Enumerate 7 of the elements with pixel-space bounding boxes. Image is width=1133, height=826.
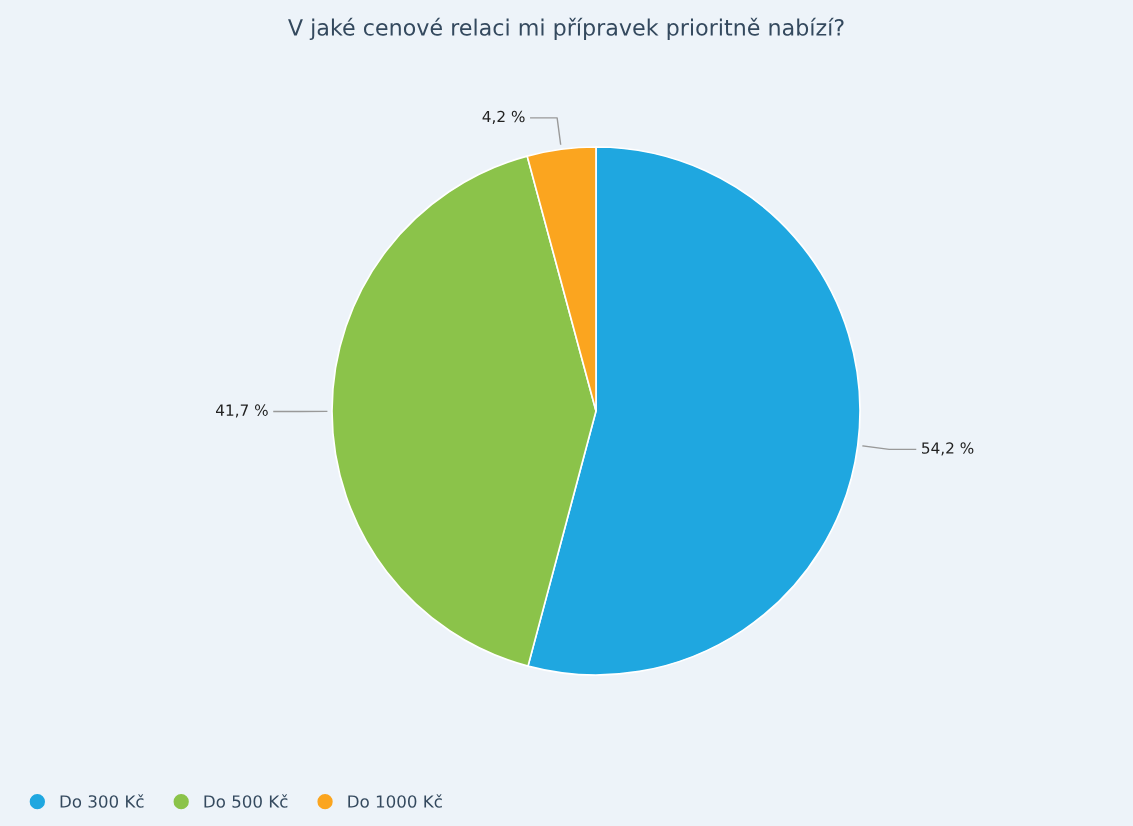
chart-title: V jaké cenové relaci mi přípravek prioritně nabízí? (288, 17, 844, 41)
data-label: 4,2 % (482, 110, 525, 124)
legend-label: Do 1000 Kč (348, 794, 442, 808)
legend-label: Do 300 Kč (60, 794, 144, 808)
data-label: 54,2 % (922, 442, 974, 456)
legend-label: Do 500 Kč (204, 794, 288, 808)
data-label: 41,7 % (216, 404, 268, 418)
